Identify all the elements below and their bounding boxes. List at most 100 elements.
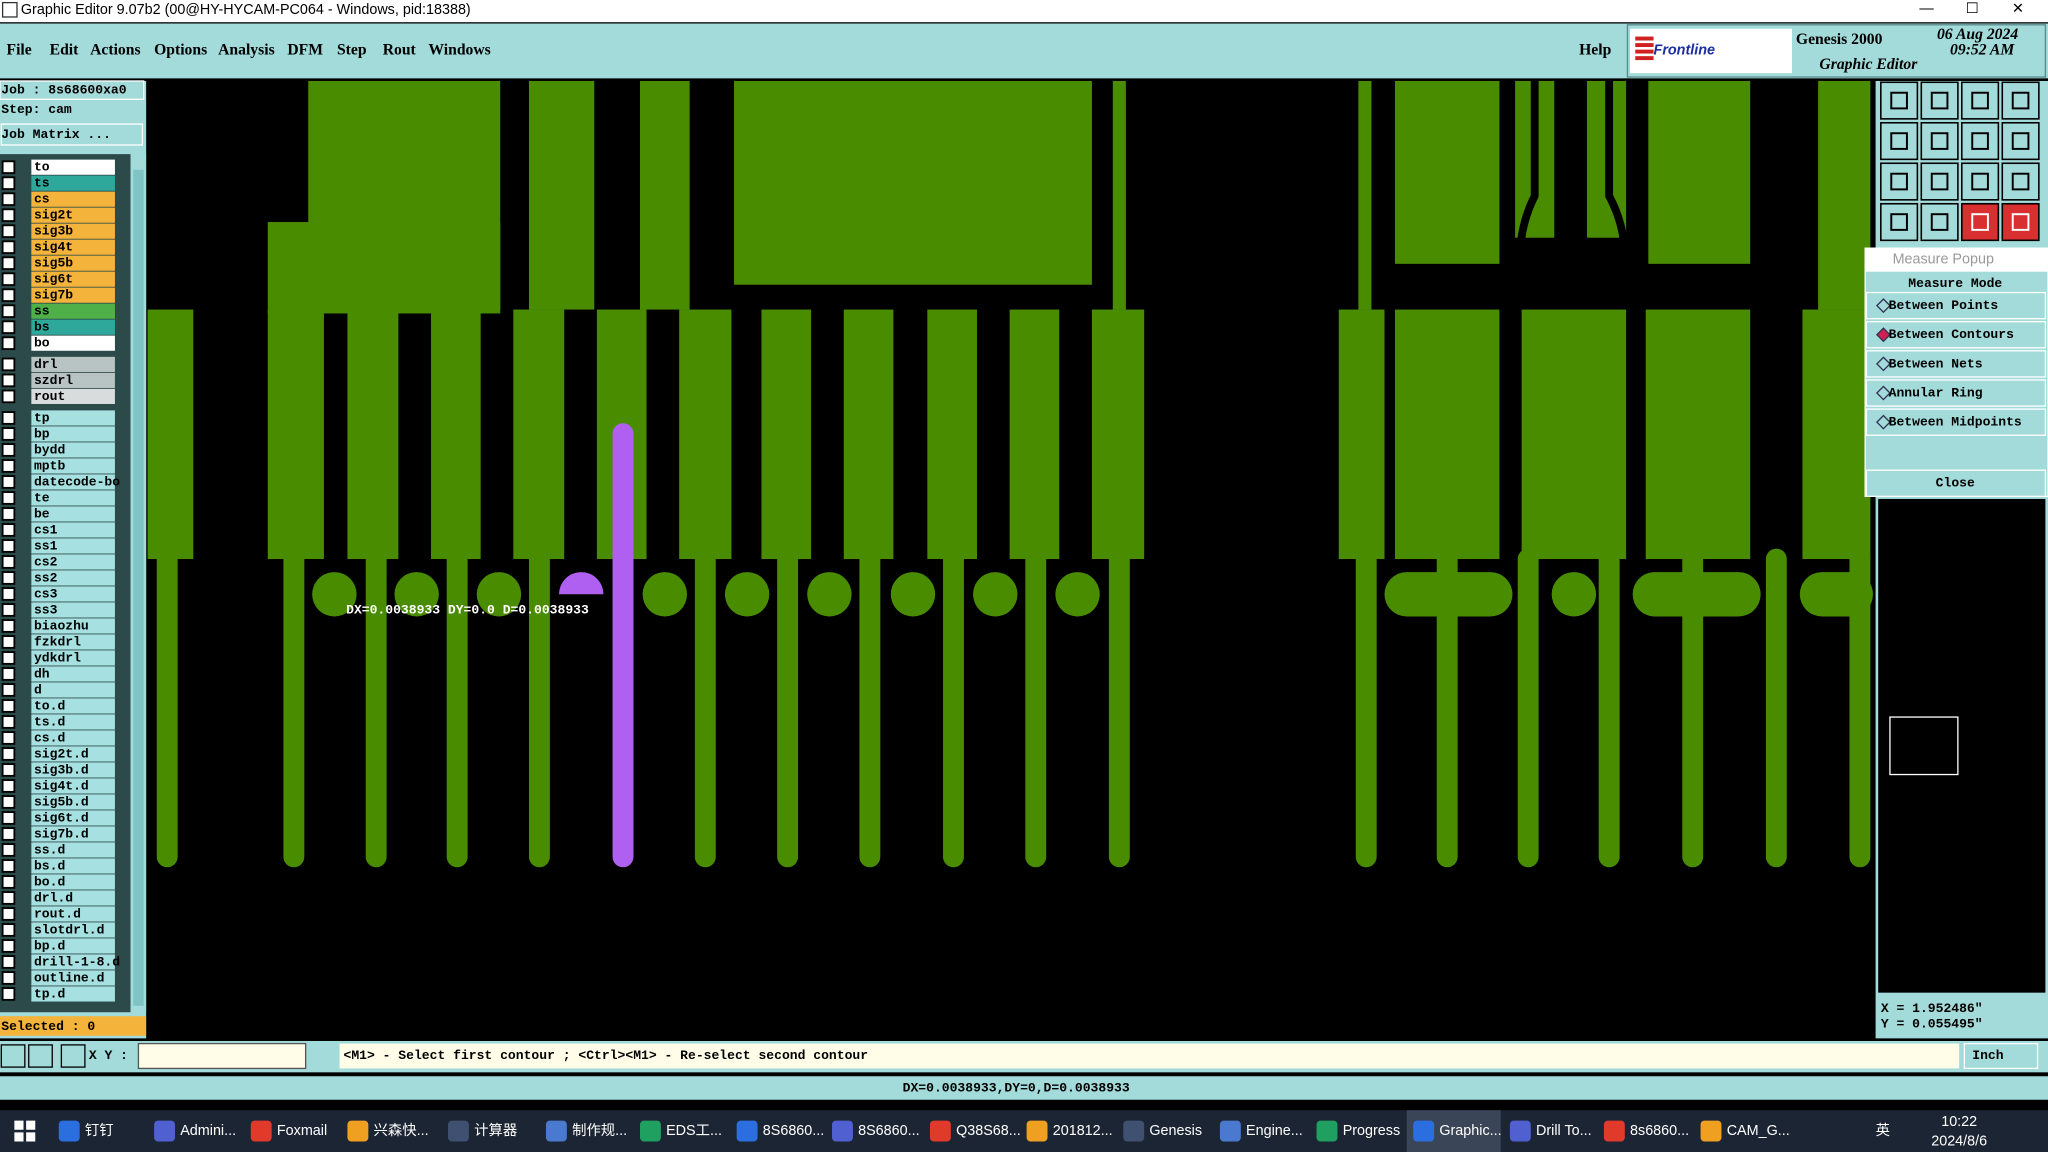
task-icon[interactable]: [448, 1120, 469, 1142]
layer-name-box[interactable]: [31, 954, 115, 970]
mode-option[interactable]: [1865, 408, 2047, 436]
layer-name-box[interactable]: [31, 938, 115, 954]
layer-name-box[interactable]: [31, 970, 115, 986]
task-icon[interactable]: [1026, 1120, 1048, 1142]
layer-name-box[interactable]: [31, 618, 115, 634]
layer-checkbox[interactable]: [1, 304, 16, 318]
layer-name-box[interactable]: [31, 207, 115, 223]
layer-name[interactable]: ss: [34, 304, 50, 319]
layer-name-box[interactable]: [31, 388, 115, 404]
tool-button[interactable]: [1920, 202, 1959, 242]
layer-name-box[interactable]: [31, 271, 115, 287]
task-label[interactable]: EDS工...: [666, 1123, 722, 1139]
layer-name-box[interactable]: [31, 356, 115, 372]
task-icon[interactable]: [347, 1120, 369, 1142]
layer-name[interactable]: be: [34, 506, 50, 521]
menu-item[interactable]: File: [7, 42, 32, 59]
layer-checkbox[interactable]: [1, 336, 16, 350]
layer-checkbox[interactable]: [1, 763, 16, 777]
mode-label[interactable]: Between Points: [1889, 298, 1999, 313]
window-control[interactable]: ☐: [1966, 1, 1979, 17]
layer-checkbox[interactable]: [1, 357, 16, 372]
task-icon[interactable]: [1316, 1120, 1338, 1142]
layer-checkbox[interactable]: [1, 795, 16, 809]
layer-checkbox[interactable]: [1, 491, 16, 505]
menu-item[interactable]: DFM: [287, 42, 323, 59]
layer-name[interactable]: sig7b: [34, 288, 73, 303]
layer-name-box[interactable]: [31, 906, 115, 922]
layer-checkbox[interactable]: [1, 651, 16, 665]
layer-name[interactable]: mptb: [34, 458, 65, 473]
task-label[interactable]: Progress: [1343, 1123, 1400, 1139]
mode-label[interactable]: Between Midpoints: [1889, 415, 2022, 430]
layer-name[interactable]: rout.d: [34, 906, 81, 921]
tool-button[interactable]: [1961, 202, 2000, 242]
layer-checkbox[interactable]: [1, 891, 16, 905]
menu-item[interactable]: Step: [337, 42, 367, 59]
layer-name-box[interactable]: [31, 634, 115, 650]
layer-name[interactable]: bo: [34, 336, 50, 351]
layer-name[interactable]: sig2t: [34, 208, 73, 223]
layer-checkbox[interactable]: [1, 779, 16, 793]
layer-checkbox[interactable]: [1, 907, 16, 921]
layer-checkbox[interactable]: [1, 955, 16, 969]
layer-name-box[interactable]: [31, 538, 115, 554]
layer-name-box[interactable]: [31, 319, 115, 335]
task-label[interactable]: Genesis: [1149, 1123, 1202, 1139]
layer-checkbox[interactable]: [1, 859, 16, 873]
mode-option[interactable]: [1865, 379, 2047, 407]
task-label[interactable]: 8s6860...: [1630, 1123, 1689, 1139]
task-label[interactable]: Graphic...: [1439, 1123, 1501, 1139]
layer-name[interactable]: sig6t.d: [34, 810, 89, 825]
layer-checkbox[interactable]: [1, 443, 16, 457]
command-icon[interactable]: [28, 1044, 53, 1068]
mode-label[interactable]: Between Nets: [1889, 356, 1983, 371]
layer-checkbox[interactable]: [1, 827, 16, 841]
task-icon[interactable]: [640, 1120, 661, 1142]
close-button[interactable]: [1865, 469, 2047, 497]
tool-button[interactable]: [2001, 121, 2040, 161]
layer-name-box[interactable]: [31, 714, 115, 730]
layer-name[interactable]: sig5b.d: [34, 794, 89, 809]
layer-name-box[interactable]: [31, 762, 115, 778]
layer-name-box[interactable]: [31, 191, 115, 207]
layer-name[interactable]: bp: [34, 426, 50, 441]
mode-option[interactable]: [1865, 350, 2047, 378]
units-button[interactable]: [1963, 1042, 2039, 1070]
layer-name[interactable]: dh: [34, 666, 50, 681]
layer-checkbox[interactable]: [1, 587, 16, 601]
layer-checkbox[interactable]: [1, 923, 16, 937]
layer-checkbox[interactable]: [1, 507, 16, 521]
layer-name[interactable]: biaozhu: [34, 618, 89, 633]
layer-name[interactable]: cs2: [34, 554, 58, 569]
mode-option[interactable]: [1865, 291, 2047, 320]
layer-checkbox[interactable]: [1, 635, 16, 649]
layer-name-box[interactable]: [31, 698, 115, 714]
layer-name-box[interactable]: [31, 506, 115, 522]
mode-label[interactable]: Between Contours: [1889, 327, 2014, 342]
task-label[interactable]: 201812...: [1053, 1123, 1113, 1139]
task-icon[interactable]: [1413, 1120, 1435, 1142]
tool-button[interactable]: [1961, 81, 2000, 120]
layer-checkbox[interactable]: [1, 240, 16, 254]
layer-name-box[interactable]: [31, 986, 115, 1002]
layer-name-box[interactable]: [31, 842, 115, 858]
task-label[interactable]: 8S6860...: [763, 1123, 824, 1139]
layer-name[interactable]: te: [34, 490, 50, 505]
layer-name[interactable]: ts.d: [34, 714, 65, 729]
layer-name-box[interactable]: [31, 303, 115, 319]
task-label[interactable]: 8S6860...: [858, 1123, 919, 1139]
layer-checkbox[interactable]: [1, 875, 16, 889]
layer-name-box[interactable]: [31, 778, 115, 794]
layer-checkbox[interactable]: [1, 811, 16, 825]
task-label[interactable]: 制作规...: [572, 1122, 627, 1139]
layer-name[interactable]: ts: [34, 176, 50, 191]
layer-name-box[interactable]: [31, 442, 115, 458]
tool-button[interactable]: [2001, 81, 2040, 120]
layer-name-box[interactable]: [31, 586, 115, 602]
menu-item[interactable]: Windows: [428, 42, 490, 59]
layer-name-box[interactable]: [31, 159, 115, 175]
layer-name-box[interactable]: [31, 650, 115, 666]
layer-name[interactable]: sig3b: [34, 224, 73, 239]
menu-item[interactable]: Actions: [90, 42, 140, 59]
